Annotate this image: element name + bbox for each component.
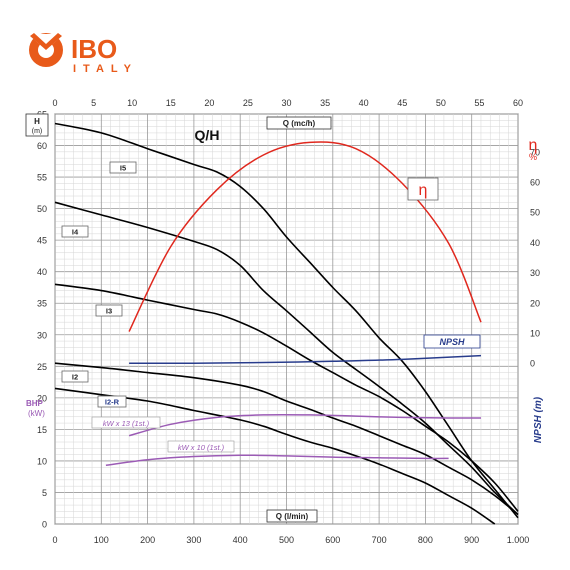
series-label-box <box>61 225 89 238</box>
logo-brand: IBO <box>71 34 117 64</box>
x-bottom-tick-label: 0 <box>52 535 57 545</box>
y-right-tick-label: 70 <box>530 147 540 157</box>
series-label-box <box>97 395 127 408</box>
logo-sub: ITALY <box>73 63 138 75</box>
y-left-tick-label: 55 <box>37 173 47 183</box>
y-left-tick-label: 50 <box>37 204 47 214</box>
y-right-tick-label: 40 <box>530 238 540 248</box>
x-bottom-tick-label: 900 <box>464 535 479 545</box>
h-axis-box <box>25 113 49 137</box>
x-bottom-tick-label: 100 <box>94 535 109 545</box>
x-bottom-tick-label: 600 <box>325 535 340 545</box>
x-top-tick-label: 35 <box>320 98 330 108</box>
series-label-box <box>95 304 123 317</box>
series-line-- <box>128 141 482 332</box>
kw13-label-box <box>91 416 161 429</box>
series-line-npsh <box>129 354 482 364</box>
x-bottom-tick-label: 700 <box>372 535 387 545</box>
y-left-tick-label: 5 <box>42 488 47 498</box>
y-left-tick-label: 35 <box>37 299 47 309</box>
y-right-tick-label: 50 <box>530 208 540 218</box>
x-top-tick-label: 25 <box>243 98 253 108</box>
kw13-label: kW x 13 (1st.) <box>103 419 150 428</box>
x-top-tick-label: 5 <box>91 98 96 108</box>
x-bottom-tick-label: 800 <box>418 535 433 545</box>
x-top-tick-label: 10 <box>127 98 137 108</box>
series-line-i2-r <box>54 387 496 525</box>
y-right-tick-label: 30 <box>530 268 540 278</box>
series-line-i4 <box>54 201 519 516</box>
series-layer <box>54 122 519 525</box>
y-right-tick-label: 60 <box>530 178 540 188</box>
q-bottom-box <box>266 509 318 523</box>
series-label-i5: I5 <box>120 164 126 173</box>
series-label-i3: I3 <box>106 307 112 316</box>
q-top-label: Q (mc/h) <box>283 119 316 128</box>
y-left-tick-label: 15 <box>37 425 47 435</box>
x-top-tick-label: 50 <box>436 98 446 108</box>
x-top-tick-label: 60 <box>513 98 523 108</box>
eta-label: η <box>419 182 428 199</box>
series-line-i3 <box>54 283 519 512</box>
y-left-tick-label: 25 <box>37 362 47 372</box>
series-label-i4: I4 <box>72 228 79 237</box>
ibo-logo: IBO ITALY <box>28 33 138 75</box>
eta-label-box <box>407 177 439 201</box>
x-bottom-tick-label: 500 <box>279 535 294 545</box>
y-left-tick-label: 20 <box>37 393 47 403</box>
x-top-tick-label: 20 <box>204 98 214 108</box>
x-top-tick-label: 55 <box>474 98 484 108</box>
x-top-tick-label: 40 <box>359 98 369 108</box>
h-axis-unit: (m) <box>32 128 43 135</box>
kw10-label-box <box>167 440 235 453</box>
y-left-tick-label: 60 <box>37 141 47 151</box>
eff-axis-label: η <box>529 137 538 154</box>
axes: 0510152025303540455055606501002003004005… <box>25 98 544 545</box>
labels-layer: I5 I4 I3 I2 I2-R kW x 13 (1st.) kW x 10 (1st.)… <box>61 161 481 453</box>
q-bottom-label: Q (l/min) <box>276 512 309 521</box>
chart-title: Q/H <box>195 127 220 143</box>
x-top-tick-label: 15 <box>166 98 176 108</box>
x-top-tick-label: 0 <box>52 98 57 108</box>
series-label-i2: I2 <box>72 373 78 382</box>
x-bottom-tick-label: 1.000 <box>507 535 530 545</box>
y-right-tick-label: 10 <box>530 328 540 338</box>
y-left-tick-label: 10 <box>37 456 47 466</box>
h-axis-label: H <box>34 117 40 126</box>
x-bottom-tick-label: 200 <box>140 535 155 545</box>
y-right-tick-label: 0 <box>530 359 535 369</box>
y-left-tick-label: 30 <box>37 330 47 340</box>
bhp-label: BHP <box>26 399 44 408</box>
npsh-axis-label: NPSH (m) <box>533 396 544 443</box>
x-bottom-tick-label: 400 <box>233 535 248 545</box>
eff-axis-unit: % <box>529 152 537 162</box>
series-line-kw-x-10-1st- <box>105 454 449 467</box>
npsh-label-box <box>423 334 481 349</box>
y-right-tick-label: 20 <box>530 298 540 308</box>
x-top-tick-label: 45 <box>397 98 407 108</box>
x-bottom-tick-label: 300 <box>186 535 201 545</box>
series-line-i2 <box>54 362 519 516</box>
npsh-label: NPSH <box>439 337 465 347</box>
q-top-box <box>266 116 332 130</box>
x-top-tick-label: 30 <box>281 98 291 108</box>
series-label-i2-r: I2-R <box>105 398 120 407</box>
series-label-box <box>61 370 89 383</box>
y-left-tick-label: 45 <box>37 236 47 246</box>
series-label-box <box>109 161 137 174</box>
y-left-tick-label: 40 <box>37 267 47 277</box>
kw10-label: kW x 10 (1st.) <box>178 443 225 452</box>
y-left-tick-label: 0 <box>42 520 47 530</box>
bhp-unit: (kW) <box>28 409 45 418</box>
series-line-i5 <box>54 122 519 519</box>
series-line-kw-x-13-1st- <box>128 413 482 437</box>
grid <box>54 113 519 525</box>
logo-mark-icon <box>28 33 64 67</box>
